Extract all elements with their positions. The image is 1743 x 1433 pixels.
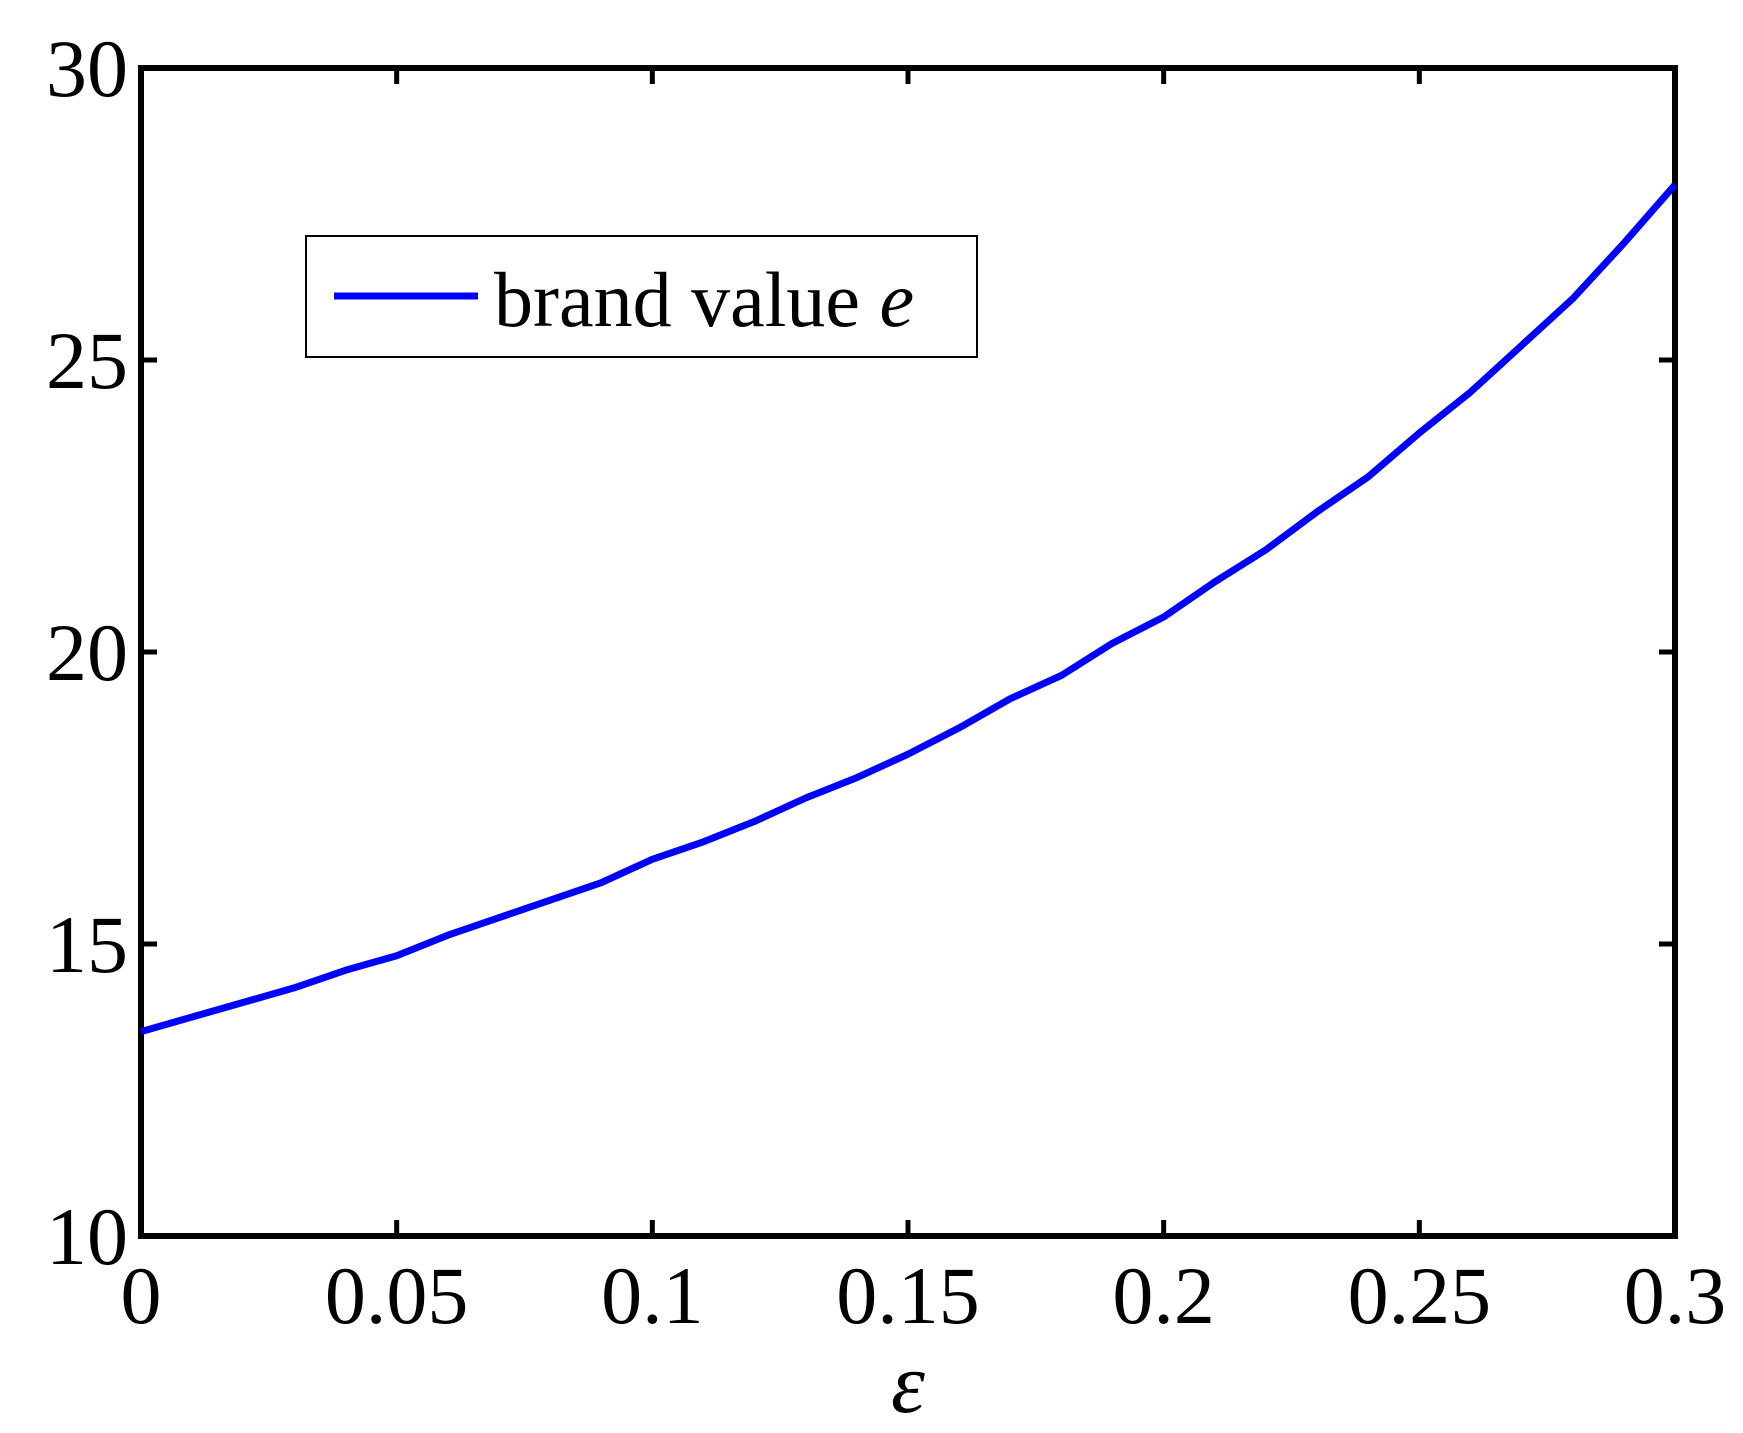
x-tick-label: 0.3 — [1624, 1250, 1727, 1341]
x-tick-label: 0.05 — [325, 1250, 469, 1341]
y-tick-label: 10 — [46, 1191, 128, 1282]
x-axis-label: ε — [891, 1335, 925, 1431]
y-tick-label: 25 — [46, 315, 128, 406]
legend: brand value e — [305, 235, 978, 358]
y-axis-ticks — [141, 65, 1675, 1239]
x-axis-tick-labels: 0 0.05 0.1 0.15 0.2 0.25 0.3 — [121, 1250, 1727, 1341]
series-group — [140, 182, 1678, 1035]
x-axis-ticks — [138, 68, 1678, 1236]
y-tick-label: 30 — [46, 23, 128, 114]
x-tick-label: 0.2 — [1112, 1250, 1215, 1341]
legend-entry-symbol: e — [880, 256, 915, 343]
x-tick-label: 0 — [121, 1250, 162, 1341]
legend-entry-prefix: brand value — [494, 256, 880, 343]
x-tick-label: 0.15 — [836, 1250, 980, 1341]
y-tick-label: 15 — [46, 899, 128, 990]
y-axis-tick-labels: 10 15 20 25 30 — [46, 23, 128, 1282]
x-tick-label: 0.25 — [1348, 1250, 1492, 1341]
series-line-brand-value — [140, 182, 1678, 1035]
legend-entry-label: brand value e — [494, 256, 914, 343]
y-tick-label: 20 — [46, 607, 128, 698]
x-tick-label: 0.1 — [601, 1250, 704, 1341]
